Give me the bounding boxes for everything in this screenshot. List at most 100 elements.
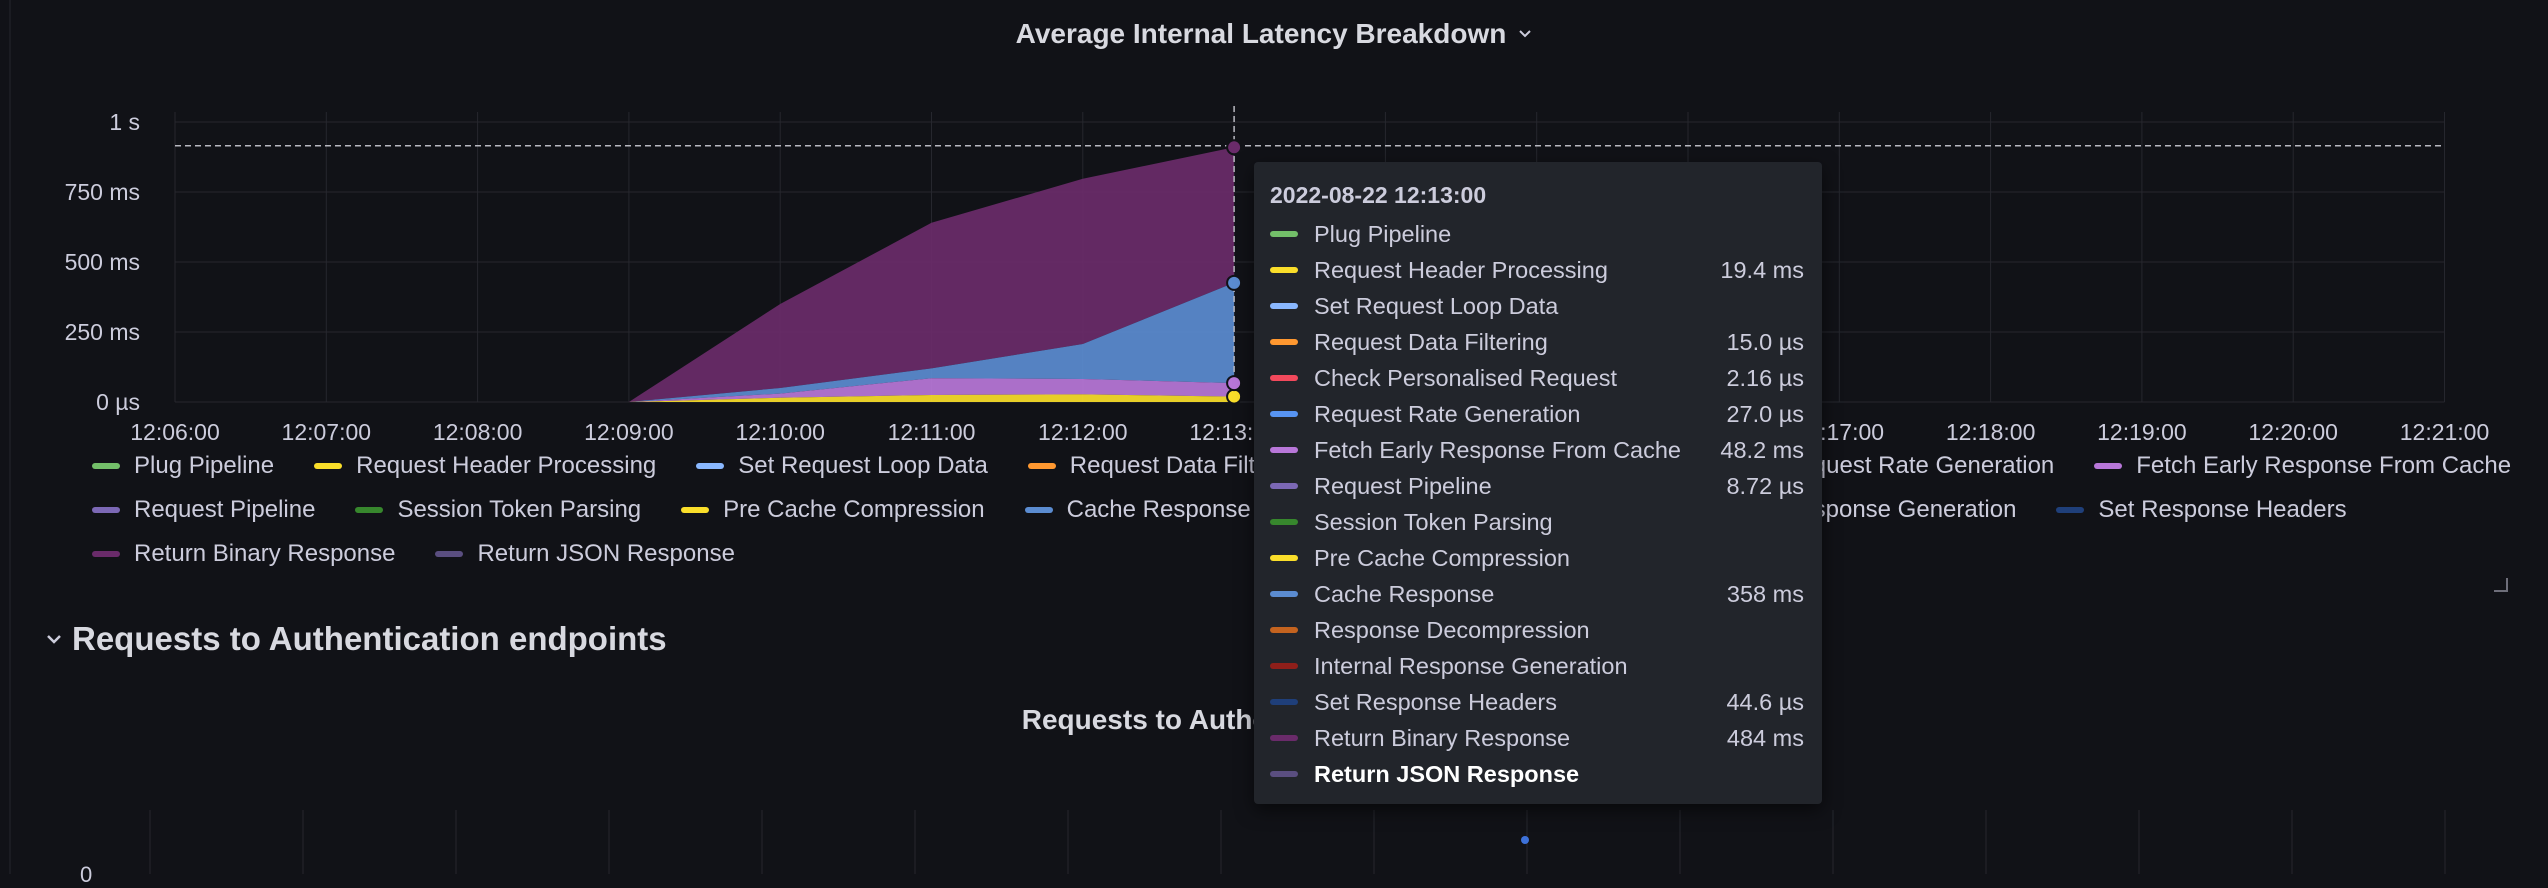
- legend-label: Plug Pipeline: [134, 452, 275, 479]
- legend-swatch: [2094, 463, 2123, 469]
- tooltip-swatch: [1270, 339, 1298, 345]
- legend-item[interactable]: Fetch Early Response From Cache: [2094, 452, 2511, 480]
- legend-swatch: [696, 463, 725, 469]
- y-tick-label: 750 ms: [65, 179, 140, 205]
- legend-swatch: [2056, 507, 2085, 513]
- x-tick-label: 12:06:00: [130, 419, 220, 445]
- tooltip-series-value: 2.16 µs: [1726, 364, 1804, 391]
- legend-item[interactable]: Set Response Headers: [2056, 496, 2347, 524]
- x-tick-label: 12:19:00: [2097, 419, 2187, 445]
- tooltip-row: Request Pipeline 8.72 µs: [1270, 468, 1804, 504]
- x-tick-label: 12:07:00: [282, 419, 372, 445]
- legend-label: Request Header Processing: [356, 452, 657, 479]
- tooltip-series-value: 8.72 µs: [1726, 472, 1804, 499]
- legend-swatch: [92, 463, 120, 469]
- tooltip-series-value: 15.0 µs: [1726, 328, 1804, 355]
- hover-tooltip: 2022-08-22 12:13:00 Plug Pipeline Request…: [1254, 162, 1822, 804]
- tooltip-series-value: 48.2 ms: [1720, 436, 1804, 463]
- tooltip-row: Plug Pipeline: [1270, 216, 1804, 252]
- tooltip-series-value: 44.6 µs: [1726, 688, 1804, 715]
- requests-chart-grid[interactable]: [0, 790, 2548, 874]
- tooltip-series-name: Return Binary Response: [1314, 724, 1571, 751]
- tooltip-series-name: Cache Response: [1314, 580, 1495, 607]
- tooltip-row: Response Decompression: [1270, 612, 1804, 648]
- tooltip-swatch: [1270, 519, 1298, 525]
- tooltip-row: Return Binary Response 484 ms: [1270, 720, 1804, 756]
- legend-item[interactable]: Plug Pipeline: [92, 452, 274, 480]
- legend-swatch: [681, 507, 710, 513]
- legend-label: Fetch Early Response From Cache: [2136, 452, 2512, 479]
- tooltip-series-name: Set Response Headers: [1314, 688, 1557, 715]
- tooltip-series-value: 484 ms: [1726, 724, 1804, 751]
- legend-swatch: [92, 507, 120, 513]
- legend-swatch: [1024, 507, 1053, 513]
- tooltip-swatch: [1270, 699, 1298, 705]
- chevron-down-icon: [47, 635, 61, 644]
- tooltip-swatch: [1270, 663, 1298, 669]
- tooltip-series-name: Response Decompression: [1314, 616, 1590, 643]
- legend-item[interactable]: Request Header Processing: [314, 452, 656, 480]
- tooltip-series-value: 27.0 µs: [1726, 400, 1804, 427]
- legend-label: Set Response Headers: [2098, 496, 2347, 523]
- legend-label: Request Rate Generation: [1782, 452, 2055, 479]
- legend-item[interactable]: Cache Response: [1024, 496, 1251, 524]
- tooltip-swatch: [1270, 447, 1298, 453]
- legend-item[interactable]: Session Token Parsing: [355, 496, 641, 524]
- panel-resize-handle[interactable]: [2494, 578, 2508, 592]
- data-point: [1521, 836, 1529, 844]
- legend-item[interactable]: Pre Cache Compression: [681, 496, 985, 524]
- tooltip-swatch: [1270, 735, 1298, 741]
- series-area-cache-response[interactable]: [628, 282, 1235, 402]
- legend-label: Session Token Parsing: [397, 496, 642, 523]
- legend-label: Pre Cache Compression: [723, 496, 985, 523]
- tooltip-row: Internal Response Generation: [1270, 648, 1804, 684]
- tooltip-series-name: Return JSON Response: [1314, 760, 1580, 787]
- x-tick-label: 12:12:00: [1038, 419, 1128, 445]
- x-tick-label: 12:11:00: [888, 419, 976, 445]
- hover-point: [1226, 139, 1243, 156]
- legend-item[interactable]: Request Pipeline: [92, 496, 315, 524]
- legend-item[interactable]: Return Binary Response: [92, 540, 395, 568]
- legend-item[interactable]: Set Request Loop Data: [696, 452, 988, 480]
- x-tick-label: 12:09:00: [584, 419, 674, 445]
- tooltip-row: Set Response Headers 44.6 µs: [1270, 684, 1804, 720]
- series-area-return-binary-response[interactable]: [628, 147, 1235, 402]
- tooltip-swatch: [1270, 555, 1298, 561]
- x-tick-label: 12:18:00: [1946, 419, 2036, 445]
- tooltip-row: Fetch Early Response From Cache 48.2 ms: [1270, 432, 1804, 468]
- tooltip-series-name: Request Pipeline: [1314, 472, 1492, 499]
- x-tick-label: 12:10:00: [735, 419, 825, 445]
- tooltip-series-name: Request Rate Generation: [1314, 400, 1581, 427]
- tooltip-row: Return JSON Response: [1270, 756, 1804, 792]
- tooltip-row: Pre Cache Compression: [1270, 540, 1804, 576]
- tooltip-series-name: Request Data Filtering: [1314, 328, 1548, 355]
- legend-swatch: [435, 551, 464, 557]
- tooltip-series-name: Internal Response Generation: [1314, 652, 1628, 679]
- y-tick-label: 250 ms: [65, 319, 140, 345]
- tooltip-row: Set Request Loop Data: [1270, 288, 1804, 324]
- tooltip-row: Request Data Filtering 15.0 µs: [1270, 324, 1804, 360]
- tooltip-row: Request Header Processing 19.4 ms: [1270, 252, 1804, 288]
- x-tick-label: 12:20:00: [2248, 419, 2338, 445]
- panel2-y-tick: 0: [80, 862, 93, 887]
- x-tick-label: 12:08:00: [433, 419, 523, 445]
- tooltip-row: Session Token Parsing: [1270, 504, 1804, 540]
- legend-item[interactable]: Return JSON Response: [435, 540, 735, 568]
- tooltip-series-name: Plug Pipeline: [1314, 220, 1452, 247]
- legend-item[interactable]: Request Rate Generation: [1740, 452, 2054, 480]
- series-area-request-header-processing[interactable]: [628, 394, 1235, 402]
- series-area-fetch-early-response-from-cache[interactable]: [628, 378, 1235, 402]
- tooltip-row: Check Personalised Request 2.16 µs: [1270, 360, 1804, 396]
- panel-header: Average Internal Latency Breakdown: [0, 18, 2548, 50]
- tooltip-swatch: [1270, 231, 1298, 237]
- panel-title-menu[interactable]: Average Internal Latency Breakdown: [1016, 18, 1533, 50]
- tooltip-series-value: 19.4 ms: [1720, 256, 1804, 283]
- tooltip-time: 2022-08-22 12:13:00: [1270, 182, 1487, 208]
- tooltip-series-name: Check Personalised Request: [1314, 364, 1618, 391]
- latency-chart[interactable]: 0 µs 250 ms 500 ms 750 ms 1 s 12:06:00 12:07:0…: [0, 90, 2548, 450]
- panel-title: Average Internal Latency Breakdown: [1015, 18, 1507, 49]
- row-header-authentication[interactable]: Requests to Authentication endpoints: [46, 620, 667, 658]
- tooltip-series-name: Pre Cache Compression: [1314, 544, 1570, 571]
- hover-point: [1226, 375, 1243, 392]
- y-tick-label: 500 ms: [65, 249, 140, 275]
